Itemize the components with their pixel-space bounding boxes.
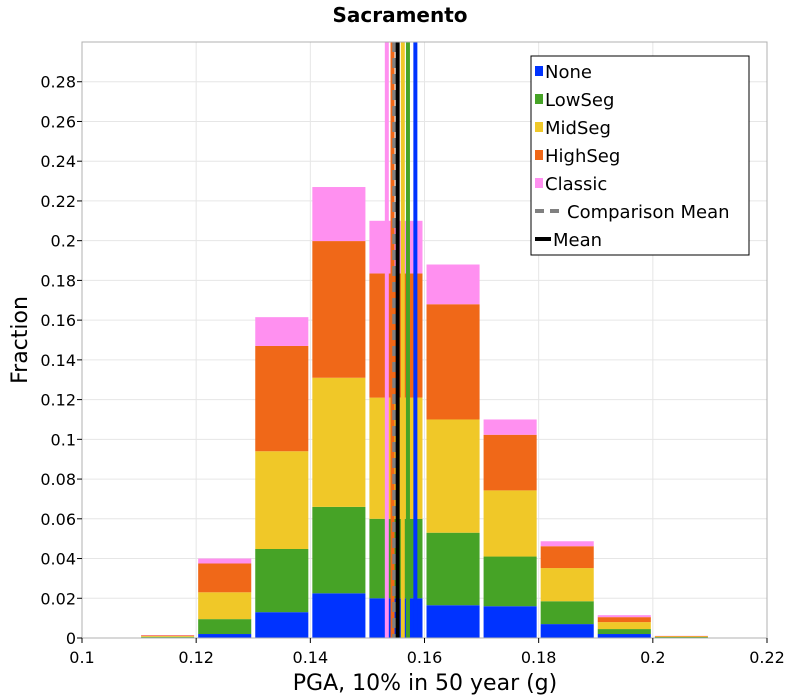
bar-none-bin-8	[597, 634, 651, 638]
bar-lowseg-bin-9	[654, 637, 708, 638]
x-tick-label: 0.22	[749, 648, 785, 667]
chart-title: Sacramento	[332, 3, 467, 27]
bar-none-bin-5	[426, 605, 480, 638]
bar-midseg-bin-9	[654, 636, 708, 638]
y-tick-label: 0.18	[40, 271, 76, 290]
legend-swatch-highseg	[535, 150, 543, 160]
y-axis-title: Fraction	[8, 296, 33, 384]
bar-classic-bin-6	[483, 419, 537, 435]
y-tick-label: 0.2	[51, 232, 76, 251]
bar-highseg-bin-8	[597, 617, 651, 623]
bar-classic-bin-3	[312, 187, 366, 242]
bar-classic-bin-5	[426, 264, 480, 305]
x-axis-title: PGA, 10% in 50 year (g)	[293, 671, 557, 696]
x-tick-label: 0.1	[69, 648, 94, 667]
y-tick-label: 0.24	[40, 152, 76, 171]
bar-lowseg-bin-8	[597, 629, 651, 635]
bar-lowseg-bin-5	[426, 532, 480, 606]
bar-lowseg-bin-2	[255, 548, 309, 613]
mean-lines	[384, 42, 418, 638]
bar-midseg-bin-1	[198, 592, 252, 620]
bar-none-bin-7	[540, 624, 594, 638]
bar-midseg-bin-3	[312, 377, 366, 507]
legend-swatch-classic	[535, 178, 543, 188]
y-tick-label: 0.22	[40, 192, 76, 211]
bar-lowseg-bin-1	[198, 619, 252, 635]
bar-classic-bin-7	[540, 541, 594, 547]
bar-classic-bin-1	[198, 558, 252, 564]
bar-highseg-bin-7	[540, 546, 594, 569]
bar-lowseg-bin-0	[141, 636, 195, 638]
bar-highseg-bin-6	[483, 434, 537, 491]
bar-classic-bin-8	[597, 615, 651, 618]
y-tick-label: 0.16	[40, 311, 76, 330]
bar-none-bin-6	[483, 606, 537, 638]
bar-midseg-bin-6	[483, 490, 537, 557]
legend-swatch-none	[535, 66, 543, 76]
legend: None LowSeg MidSeg HighSeg Classic Comparison…	[530, 55, 750, 256]
x-tick-label: 0.18	[521, 648, 557, 667]
legend-label: LowSeg	[545, 90, 614, 111]
y-tick-label: 0.14	[40, 351, 76, 370]
legend-swatch-midseg	[535, 122, 543, 132]
legend-label: Comparison Mean	[567, 202, 730, 223]
y-tick-label: 0.28	[40, 73, 76, 92]
bar-none-bin-2	[255, 612, 309, 638]
x-axis-ticks: 0.1 0.12 0.14 0.16 0.18 0.2 0.22	[69, 638, 785, 667]
legend-label: Classic	[545, 174, 607, 195]
x-tick-label: 0.2	[640, 648, 665, 667]
y-tick-label: 0.1	[51, 430, 76, 449]
y-tick-label: 0	[66, 629, 76, 648]
bar-midseg-bin-2	[255, 451, 309, 549]
y-axis-ticks: 0 0.02 0.04 0.06 0.08 0.1 0.12 0.14 0.16 0.18 0.2 0…	[40, 73, 82, 648]
bar-none-bin-3	[312, 593, 366, 638]
bar-midseg-bin-5	[426, 419, 480, 533]
legend-box	[530, 55, 750, 256]
legend-swatch-lowseg	[535, 94, 543, 104]
bar-highseg-bin-2	[255, 345, 309, 452]
bar-lowseg-bin-3	[312, 506, 366, 594]
bar-highseg-bin-5	[426, 304, 480, 420]
x-tick-label: 0.16	[407, 648, 443, 667]
bar-midseg-bin-0	[141, 636, 195, 637]
legend-label: Mean	[553, 230, 602, 251]
legend-label: None	[545, 62, 592, 83]
bar-none-bin-1	[198, 634, 252, 638]
y-tick-label: 0.26	[40, 112, 76, 131]
legend-label: HighSeg	[545, 146, 620, 167]
y-tick-label: 0.06	[40, 510, 76, 529]
bar-lowseg-bin-7	[540, 601, 594, 625]
y-tick-label: 0.08	[40, 470, 76, 489]
bar-classic-bin-2	[255, 317, 309, 346]
x-tick-label: 0.12	[178, 648, 214, 667]
bar-lowseg-bin-6	[483, 556, 537, 607]
y-tick-label: 0.12	[40, 391, 76, 410]
legend-label: MidSeg	[545, 118, 611, 139]
bar-midseg-bin-8	[597, 622, 651, 630]
bar-highseg-bin-3	[312, 241, 366, 378]
y-tick-label: 0.02	[40, 589, 76, 608]
bar-highseg-bin-1	[198, 563, 252, 593]
bar-highseg-bin-0	[141, 635, 195, 637]
y-tick-label: 0.04	[40, 550, 76, 569]
bar-midseg-bin-7	[540, 568, 594, 602]
x-tick-label: 0.14	[293, 648, 329, 667]
